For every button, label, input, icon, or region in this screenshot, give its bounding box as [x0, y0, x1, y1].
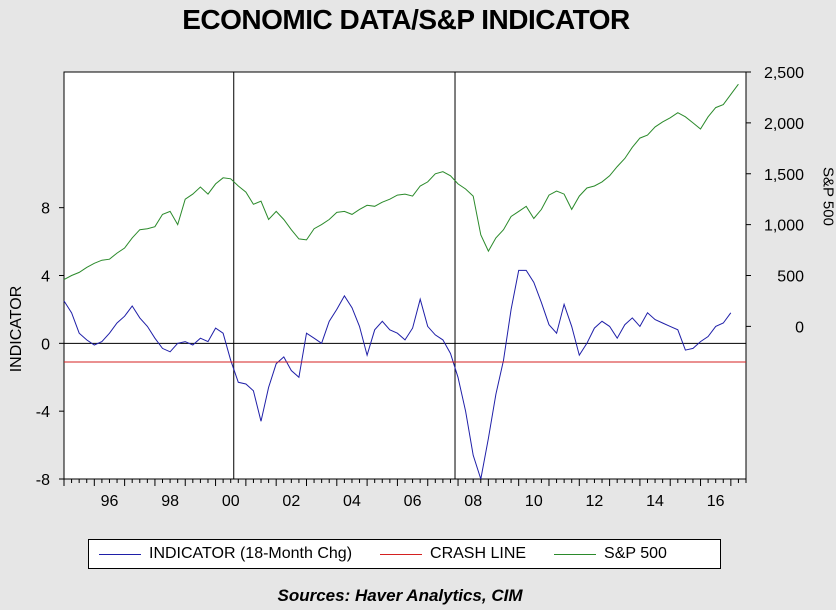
legend-label-sp500: S&P 500	[604, 545, 667, 562]
x-tick-label: 04	[343, 493, 361, 510]
series-line-s-p-500	[63, 83, 739, 281]
y-axis-label-left: INDICATOR	[8, 285, 25, 373]
y-right-tick-label: 0	[795, 319, 804, 336]
source-note: Sources: Haver Analytics, CIM	[277, 586, 523, 605]
x-tick-label: 06	[404, 493, 422, 510]
x-tick-label: 12	[586, 493, 604, 510]
series-line-indicator-18-month-chg	[63, 269, 732, 480]
legend-swatch-crash-line	[380, 553, 423, 555]
legend-swatch-sp500	[554, 553, 597, 555]
x-tick-label: 14	[646, 493, 664, 510]
x-tick-label: 96	[101, 493, 119, 510]
y-left-tick-label: -8	[36, 472, 50, 489]
y-right-tick-label: 500	[777, 269, 804, 286]
y-axis-label-right: S&P 500	[819, 167, 836, 226]
x-tick-label: 10	[525, 493, 543, 510]
axis-ticks: 96 98 00 02 04 06 08 10 12 14 16-8-404805001,0001,…	[36, 65, 804, 510]
y-left-tick-label: 8	[41, 201, 50, 218]
series-lines	[63, 83, 746, 480]
y-right-tick-label: 2,000	[764, 116, 804, 133]
x-tick-label: 02	[282, 493, 300, 510]
y-right-tick-label: 1,000	[764, 218, 804, 235]
x-tick-label: 98	[161, 493, 179, 510]
legend-swatch-indicator	[99, 553, 141, 555]
legend-item-sp500: S&P 500	[544, 545, 667, 563]
y-right-tick-label: 1,500	[764, 167, 804, 184]
chart-title: ECONOMIC DATA/S&P INDICATOR	[182, 4, 630, 35]
x-tick-label: 08	[464, 493, 482, 510]
legend-label-crash-line: CRASH LINE	[430, 545, 527, 562]
legend: INDICATOR (18-Month Chg) CRASH LINE S&P …	[88, 539, 721, 569]
y-left-tick-label: -4	[36, 404, 50, 421]
y-left-tick-label: 4	[41, 269, 50, 286]
legend-item-indicator: INDICATOR (18-Month Chg)	[89, 545, 352, 563]
y-left-tick-label: 0	[41, 336, 50, 353]
legend-item-crash-line: CRASH LINE	[370, 545, 526, 563]
x-tick-label: 00	[222, 493, 240, 510]
legend-label-indicator: INDICATOR (18-Month Chg)	[149, 545, 353, 562]
x-tick-label: 16	[707, 493, 725, 510]
plot-area	[63, 71, 747, 480]
y-right-tick-label: 2,500	[764, 65, 804, 82]
